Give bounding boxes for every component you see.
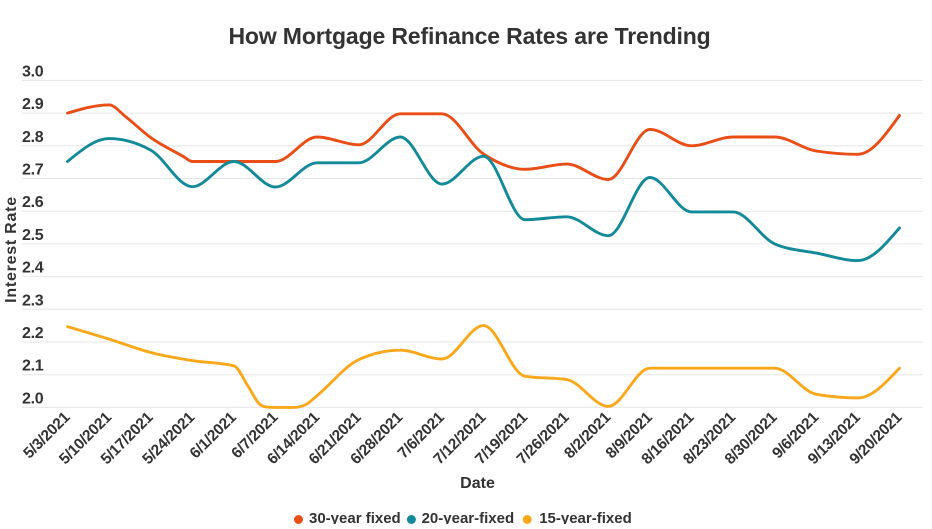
svg-text:How Mortgage Refinance Rates a: How Mortgage Refinance Rates are Trendin… <box>228 23 710 49</box>
svg-text:15-year-fixed: 15-year-fixed <box>539 510 632 524</box>
svg-text:3.0: 3.0 <box>22 63 44 80</box>
svg-text:Date: Date <box>460 475 495 492</box>
svg-text:2.8: 2.8 <box>22 129 44 146</box>
svg-text:2.4: 2.4 <box>22 260 44 277</box>
svg-text:2.0: 2.0 <box>22 390 44 407</box>
svg-text:2.9: 2.9 <box>22 96 44 113</box>
svg-text:2.6: 2.6 <box>22 194 44 211</box>
svg-text:2.7: 2.7 <box>22 162 44 179</box>
svg-text:Interest Rate: Interest Rate <box>3 196 20 303</box>
svg-text:20-year-fixed: 20-year-fixed <box>422 510 515 524</box>
svg-text:2.2: 2.2 <box>22 325 44 342</box>
svg-text:30-year fixed: 30-year fixed <box>309 510 401 524</box>
svg-text:2.3: 2.3 <box>22 292 44 309</box>
svg-text:2.5: 2.5 <box>22 227 44 244</box>
svg-text:2.1: 2.1 <box>22 358 44 375</box>
